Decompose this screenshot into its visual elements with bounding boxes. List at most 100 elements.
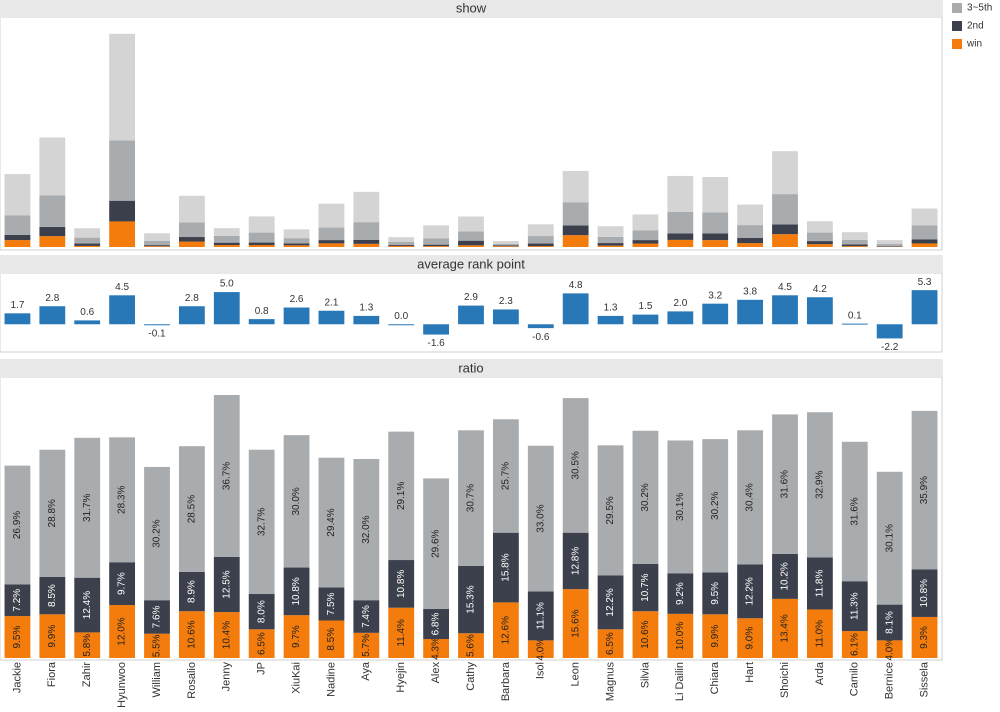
title-bar: [0, 0, 942, 18]
bar-segment: [667, 211, 694, 234]
data-label: 30.5%: [570, 451, 581, 479]
bar-segment: [702, 614, 729, 658]
bar-segment: [74, 245, 101, 247]
bar-segment: [597, 243, 624, 246]
bar-segment: [632, 430, 659, 565]
bar-segment: [248, 245, 275, 247]
data-label: 10.6%: [640, 620, 651, 648]
bar-segment: [841, 232, 868, 240]
bar-segment: [39, 236, 66, 247]
bar-segment: [911, 208, 938, 226]
x-tick-label: Bernice: [884, 662, 896, 699]
data-label: 3.2: [708, 290, 722, 301]
bar-segment: [632, 243, 659, 247]
bar-segment: [632, 214, 659, 231]
bar-segment: [283, 238, 310, 244]
panel-frame: [0, 0, 943, 251]
bar-segment: [702, 572, 729, 615]
bar-segment: [772, 224, 798, 235]
bar: [283, 307, 310, 325]
data-label: 4.3%: [431, 637, 442, 660]
bar-segment: [737, 618, 764, 658]
bar-segment: [283, 567, 310, 616]
data-label: 12.6%: [501, 616, 512, 644]
bar-segment: [527, 445, 554, 592]
bar-segment: [4, 465, 31, 585]
bar-segment: [562, 225, 589, 236]
bar-segment: [178, 222, 205, 238]
bar-segment: [492, 245, 519, 247]
bar-segment: [458, 565, 484, 634]
data-label: -1.6: [427, 338, 445, 349]
data-label: 2.8: [185, 293, 199, 304]
bar-segment: [737, 430, 764, 565]
data-label: -0.1: [148, 329, 166, 340]
bar-segment: [178, 571, 205, 612]
bar-segment: [388, 244, 415, 246]
x-tick-label: JP: [256, 662, 268, 675]
bar-segment: [178, 611, 205, 658]
bar-segment: [876, 246, 903, 247]
data-label: 15.3%: [466, 585, 477, 613]
bar-segment: [423, 238, 450, 245]
bar-segment: [911, 225, 938, 240]
bar-segment: [248, 594, 275, 630]
bar-segment: [353, 458, 380, 601]
data-label: 11.1%: [535, 602, 546, 630]
bar-segment: [109, 562, 136, 606]
bar-segment: [632, 611, 659, 658]
bar-segment: [318, 203, 345, 228]
bar-segment: [562, 202, 589, 226]
data-label: 8.0%: [256, 600, 267, 623]
data-label: 29.4%: [326, 508, 337, 536]
bar-segment: [597, 236, 624, 244]
bar-segment: [667, 573, 694, 614]
bar: [74, 320, 101, 325]
data-label: 30.2%: [152, 519, 163, 547]
bar-segment: [39, 226, 66, 237]
data-label: 33.0%: [535, 504, 546, 532]
bar-segment: [423, 609, 450, 640]
data-label: 7.4%: [361, 605, 372, 628]
bar-segment: [144, 233, 170, 241]
data-label: 30.2%: [640, 483, 651, 511]
bar-segment: [4, 584, 31, 617]
bar-segment: [388, 560, 415, 608]
bar-segment: [4, 240, 31, 247]
bar-segment: [423, 244, 450, 247]
data-label: 12.2%: [605, 588, 616, 616]
x-tick-label: Rosalio: [186, 662, 198, 699]
bar-segment: [74, 243, 101, 246]
legend-label: 3~5th: [967, 3, 992, 14]
bar-segment: [597, 245, 624, 247]
bar-segment: [283, 615, 310, 658]
data-label: 7.2%: [12, 589, 23, 612]
data-label: 30.1%: [675, 493, 686, 521]
bar: [632, 314, 659, 325]
data-label: 5.6%: [466, 634, 477, 657]
bar-segment: [632, 240, 659, 244]
x-tick-label: Jackie: [11, 662, 23, 693]
data-label: 28.5%: [187, 495, 198, 523]
data-label: 1.3: [604, 303, 618, 314]
x-tick-label: William: [151, 662, 163, 697]
bar: [318, 310, 345, 325]
bar-segment: [841, 239, 868, 245]
data-label: 2.3: [499, 296, 513, 307]
data-label: -0.6: [532, 332, 550, 343]
bar-segment: [109, 605, 136, 658]
bar-segment: [876, 244, 903, 247]
bar-segment: [841, 441, 868, 582]
x-tick-label: Cathy: [465, 662, 477, 691]
bar-segment: [423, 225, 450, 239]
bar-segment: [4, 616, 31, 658]
x-tick-label: XiuKai: [290, 662, 302, 694]
bar-segment: [144, 245, 170, 247]
bar-segment: [458, 430, 484, 566]
bar-segment: [353, 191, 380, 223]
x-tick-label: Camilo: [849, 662, 861, 696]
data-label: 29.5%: [605, 496, 616, 524]
bar-segment: [876, 471, 903, 605]
bar-segment: [283, 435, 310, 568]
bar-segment: [841, 244, 868, 247]
